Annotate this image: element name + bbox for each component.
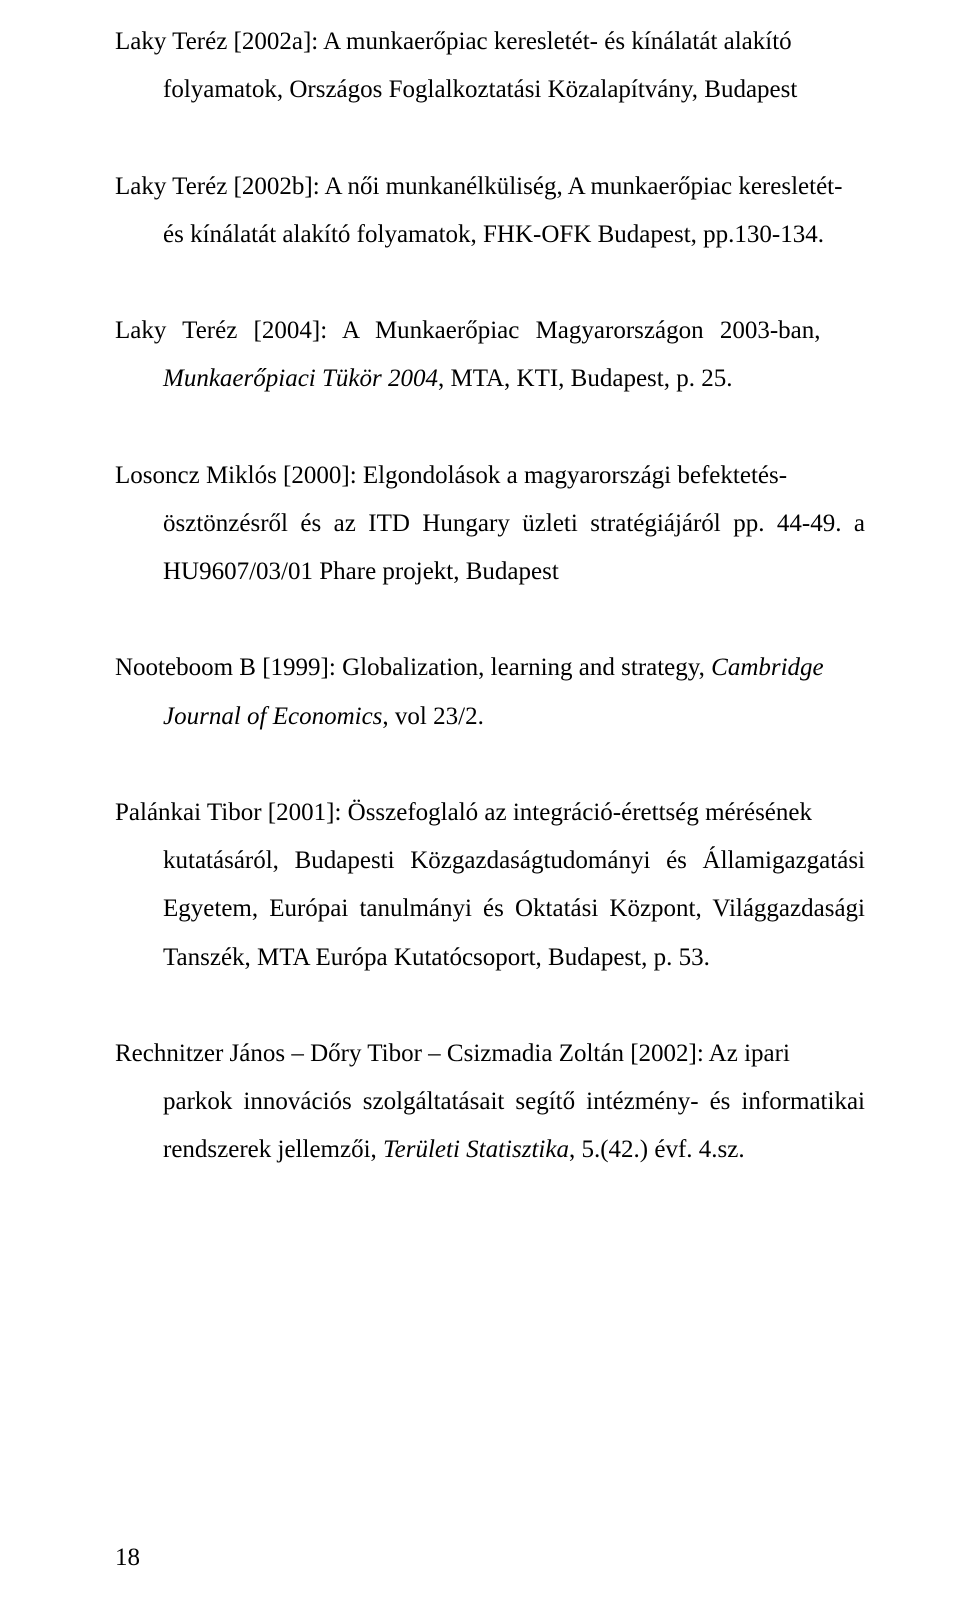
bib-text: Laky Teréz [2002a]: A munkaerőpiac keres… [115, 28, 792, 55]
bib-entry: Losoncz Miklós [2000]: Elgondolások a ma… [115, 452, 865, 597]
bib-cont: parkok innovációs szolgáltatásait segítő… [115, 1078, 865, 1175]
bib-text: Rechnitzer János – Dőry Tibor – Csizmadi… [115, 1040, 790, 1067]
bib-text: Palánkai Tibor [2001]: Összefoglaló az i… [115, 799, 812, 826]
bib-text: , vol 23/2. [382, 703, 483, 730]
bib-text: Nooteboom B [1999]: Globalization, learn… [115, 654, 711, 681]
bib-italic: Cambridge [711, 654, 824, 681]
bib-text: folyamatok, Országos Foglalkoztatási Köz… [115, 66, 865, 114]
bib-italic: Munkaerőpiaci Tükör 2004 [163, 365, 438, 392]
bib-entry: Palánkai Tibor [2001]: Összefoglaló az i… [115, 789, 865, 982]
bib-text: Laky Teréz [2004]: A Munkaerőpiac Magyar… [115, 317, 821, 344]
bib-entry: Laky Teréz [2004]: A Munkaerőpiac Magyar… [115, 307, 865, 404]
bib-cont: Munkaerőpiaci Tükör 2004, MTA, KTI, Buda… [115, 355, 865, 403]
bib-text: Losoncz Miklós [2000]: Elgondolások a ma… [115, 462, 787, 489]
bib-italic: Területi Statisztika [383, 1136, 569, 1163]
bib-italic: Journal of Economics [163, 703, 382, 730]
bib-text: Laky Teréz [2002b]: A női munkanélkülisé… [115, 173, 842, 200]
bib-cont: Journal of Economics, vol 23/2. [115, 693, 865, 741]
page: Laky Teréz [2002a]: A munkaerőpiac keres… [0, 0, 960, 1606]
bib-text: , 5.(42.) évf. 4.sz. [569, 1136, 745, 1163]
bib-text: ösztönzésről és az ITD Hungary üzleti st… [115, 500, 865, 597]
bib-entry: Laky Teréz [2002b]: A női munkanélkülisé… [115, 163, 865, 260]
bib-text: kutatásáról, Budapesti Közgazdaságtudomá… [115, 837, 865, 982]
bib-text: , MTA, KTI, Budapest, p. 25. [438, 365, 733, 392]
bib-entry: Rechnitzer János – Dőry Tibor – Csizmadi… [115, 1030, 865, 1175]
bib-entry: Nooteboom B [1999]: Globalization, learn… [115, 644, 865, 741]
page-number: 18 [115, 1545, 140, 1570]
bib-entry: Laky Teréz [2002a]: A munkaerőpiac keres… [115, 18, 865, 115]
bib-text: és kínálatát alakító folyamatok, FHK-OFK… [115, 211, 865, 259]
